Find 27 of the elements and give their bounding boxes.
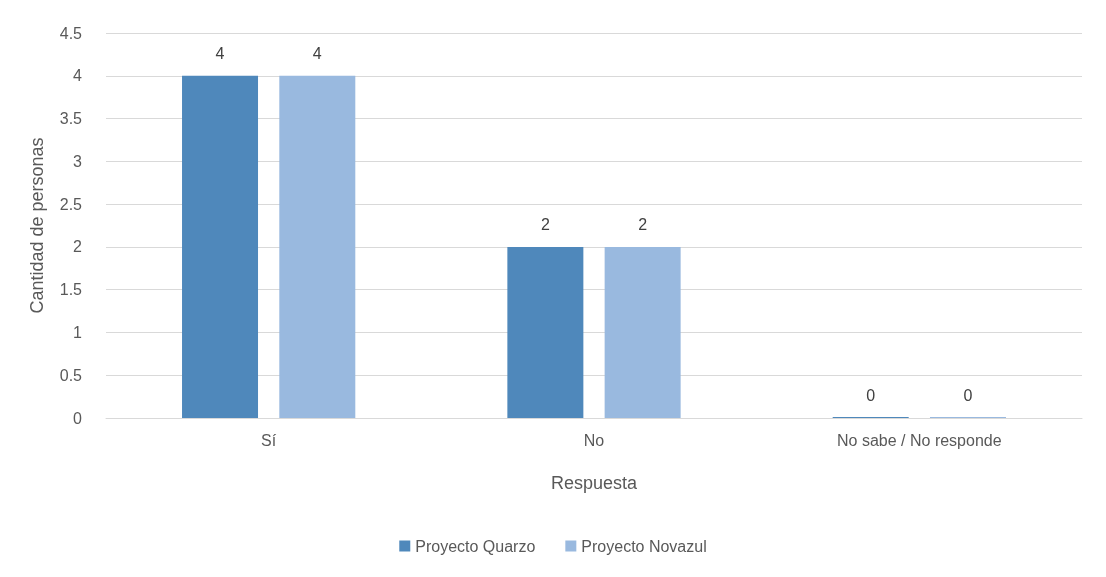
bar <box>279 75 356 418</box>
y-tick-label: 2.5 <box>59 195 83 213</box>
y-tick-label: 3.5 <box>59 110 83 128</box>
data-label: 4 <box>215 45 225 63</box>
data-label: 2 <box>638 216 648 234</box>
x-tick-label: No sabe / No responde <box>837 431 1002 449</box>
data-label: 0 <box>963 386 973 404</box>
y-tick-label: 2 <box>73 238 83 256</box>
y-tick-label: 1 <box>73 323 83 341</box>
x-tick-label: No <box>583 431 605 449</box>
data-label: 2 <box>540 216 550 234</box>
y-tick-label: 0 <box>73 409 83 427</box>
bar <box>182 75 259 418</box>
legend-label: Proyecto Quarzo <box>415 537 536 555</box>
x-tick-label: Sí <box>261 431 277 449</box>
legend-label: Proyecto Novazul <box>581 537 707 555</box>
x-axis-title: Respuesta <box>550 473 639 493</box>
data-label: 4 <box>312 45 322 63</box>
y-tick-label: 1.5 <box>59 281 83 299</box>
y-tick-label: 3 <box>73 152 83 170</box>
bar <box>507 246 584 418</box>
y-axis-title: Cantidad de personas <box>27 137 47 314</box>
y-tick-label: 4.5 <box>59 24 83 42</box>
y-tick-label: 0.5 <box>59 366 83 384</box>
y-tick-label: 4 <box>73 67 83 85</box>
data-label: 0 <box>866 386 876 404</box>
bar <box>604 246 681 418</box>
